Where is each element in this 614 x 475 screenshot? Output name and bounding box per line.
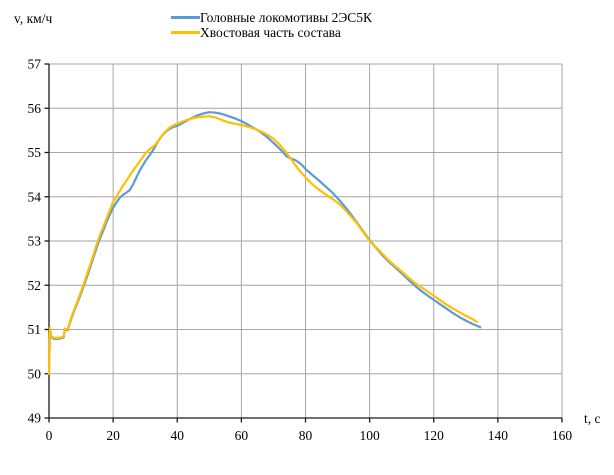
legend-label-tail-section: Хвостовая часть состава — [200, 25, 341, 40]
y-tick-label: 49 — [28, 411, 42, 426]
series-line-head-locomotives — [47, 111, 482, 375]
x-tick-label: 100 — [360, 428, 381, 443]
x-axis-title: t, с — [584, 411, 601, 426]
x-tick-label: 20 — [106, 428, 120, 443]
x-tick-label: 60 — [235, 428, 249, 443]
y-tick-label: 51 — [28, 322, 42, 337]
legend-label-head-locomotives: Головные локомотивы 2ЭС5К — [200, 10, 373, 25]
y-tick-label: 50 — [28, 366, 42, 381]
legend: Головные локомотивы 2ЭС5К Хвостовая част… — [171, 10, 372, 40]
y-tick-label: 57 — [28, 57, 42, 72]
x-tick-label: 80 — [299, 428, 313, 443]
legend-line-icon-tail-section — [171, 31, 200, 34]
x-tick-label: 120 — [424, 428, 445, 443]
y-tick-label: 56 — [28, 101, 42, 116]
legend-item-head-locomotives: Головные локомотивы 2ЭС5К — [171, 10, 372, 25]
y-tick-label: 55 — [28, 145, 42, 160]
x-tick-label: 40 — [171, 428, 185, 443]
x-tick-label: 0 — [46, 428, 53, 443]
y-tick-label: 54 — [28, 189, 42, 204]
x-tick-label: 160 — [552, 428, 573, 443]
x-tick-label: 140 — [488, 428, 509, 443]
legend-line-icon-head-locomotives — [171, 16, 200, 19]
y-axis-title: v, км/ч — [14, 11, 53, 26]
series-line-tail-section — [47, 115, 479, 375]
legend-item-tail-section: Хвостовая часть состава — [171, 25, 372, 40]
y-tick-label: 52 — [28, 278, 42, 293]
y-tick-label: 53 — [28, 234, 42, 249]
